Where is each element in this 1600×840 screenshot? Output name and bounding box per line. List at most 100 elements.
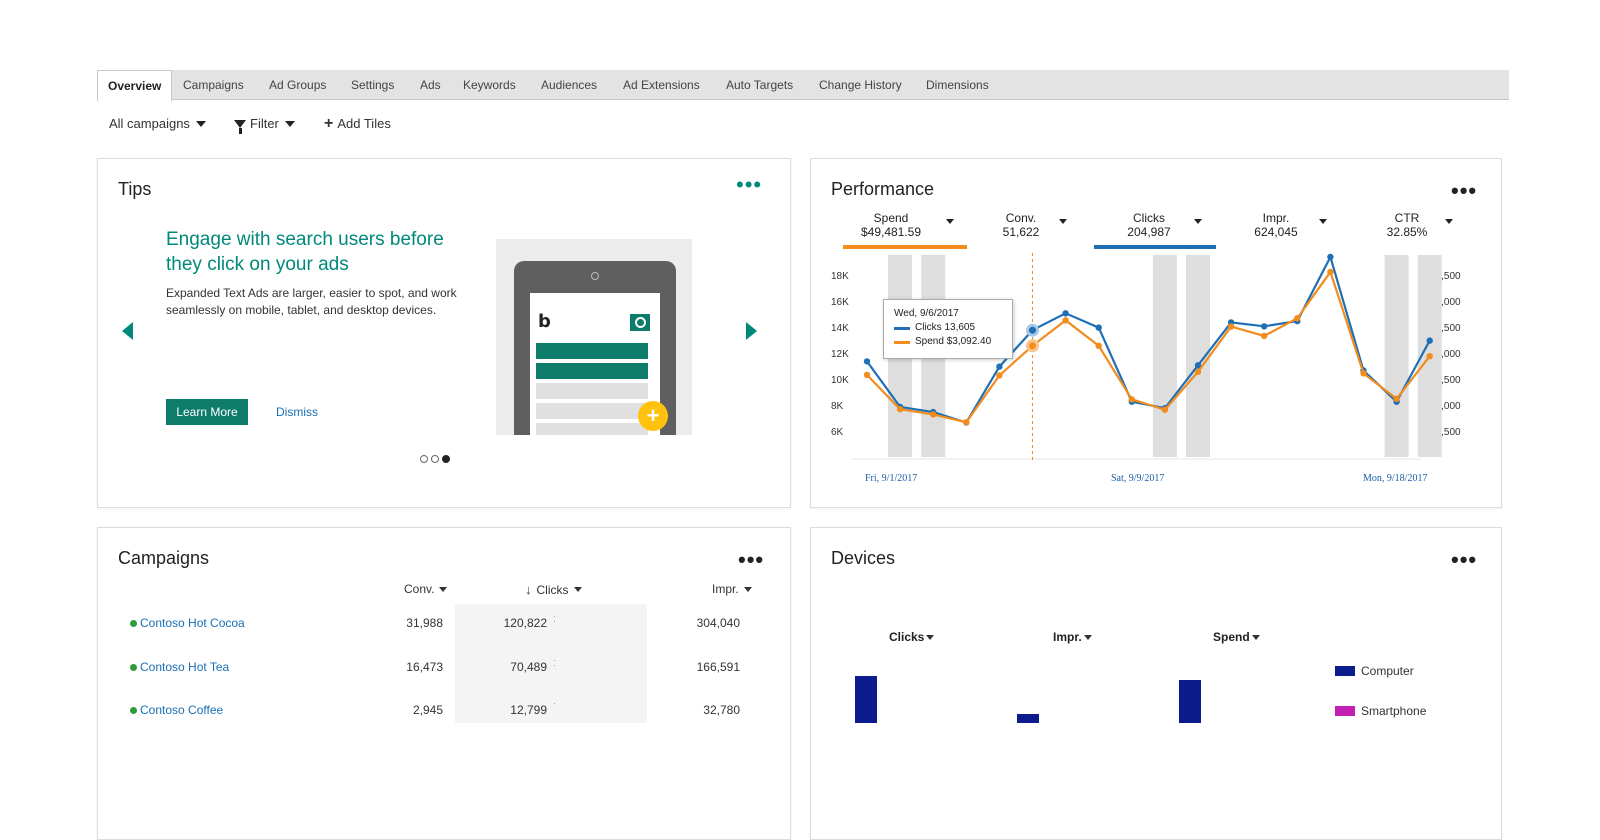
column-header-clicks[interactable]: ↓ Clicks — [525, 582, 582, 597]
tab-auto-targets[interactable]: Auto Targets — [726, 78, 794, 92]
data-point-spend[interactable] — [896, 406, 904, 413]
data-point-clicks[interactable] — [1261, 323, 1268, 330]
data-point-spend[interactable] — [863, 371, 871, 379]
y-tick-left: 16K — [831, 297, 849, 308]
metric-ctr[interactable]: CTR 32.85% — [1377, 211, 1453, 239]
data-point-clicks[interactable] — [1194, 362, 1202, 369]
add-tiles-button[interactable]: + Add Tiles — [324, 116, 391, 132]
chevron-down-icon — [1445, 219, 1453, 224]
data-point-clicks[interactable] — [863, 358, 871, 365]
chevron-down-icon — [284, 120, 295, 127]
campaigns-more-menu[interactable]: ••• — [738, 547, 765, 572]
devices-metric-spend[interactable]: Spend — [1213, 630, 1260, 644]
y-tick-right: $3,000 — [1430, 349, 1461, 360]
x-tick: Fri, 9/1/2017 — [865, 473, 918, 484]
tip-pager — [420, 455, 450, 463]
previous-tip-arrow-icon[interactable] — [122, 322, 133, 340]
data-point-spend[interactable] — [1261, 332, 1268, 340]
data-point-spend[interactable] — [1062, 317, 1069, 324]
data-point-spend[interactable] — [996, 372, 1003, 379]
tooltip-spend: Spend $3,092.40 — [915, 336, 992, 347]
data-point-clicks[interactable] — [1062, 310, 1069, 317]
table-row[interactable]: Contoso Hot Cocoa — [130, 616, 245, 630]
metric-spend[interactable]: Spend $49,481.59 — [851, 211, 954, 239]
conv-cell: 31,988 — [406, 616, 443, 630]
pager-dot[interactable] — [431, 455, 439, 463]
data-point-spend[interactable] — [1194, 368, 1202, 375]
data-point-clicks[interactable] — [996, 363, 1003, 370]
y-tick-left: 6K — [831, 427, 844, 438]
data-point-spend[interactable] — [1294, 315, 1301, 322]
campaign-name-link[interactable]: Contoso Hot Cocoa — [140, 616, 245, 630]
tab-keywords[interactable]: Keywords — [463, 78, 516, 92]
devices-metric-clicks[interactable]: Clicks — [889, 630, 935, 644]
series-line-spend — [866, 269, 1431, 424]
devices-more-menu[interactable]: ••• — [1451, 547, 1478, 572]
tab-dimensions[interactable]: Dimensions — [926, 78, 989, 92]
data-point-spend[interactable] — [1026, 339, 1039, 353]
tab-ad-extensions[interactable]: Ad Extensions — [623, 78, 700, 92]
data-point-spend[interactable] — [1426, 353, 1433, 360]
data-point-spend[interactable] — [1360, 370, 1367, 377]
data-point-spend[interactable] — [1227, 323, 1235, 330]
tab-ads[interactable]: Ads — [420, 78, 441, 92]
data-point-spend[interactable] — [1393, 395, 1400, 403]
data-point-spend[interactable] — [1095, 342, 1102, 349]
campaign-name-link[interactable]: Contoso Coffee — [140, 703, 224, 717]
data-point-clicks[interactable] — [1327, 253, 1334, 261]
data-point-spend[interactable] — [1128, 396, 1135, 403]
filter-button[interactable]: Filter — [234, 116, 295, 134]
tab-audiences[interactable]: Audiences — [541, 78, 598, 92]
smartphone-swatch — [1335, 706, 1355, 716]
data-point-spend[interactable] — [963, 419, 970, 426]
campaign-scope-dropdown[interactable]: All campaigns — [109, 116, 206, 131]
legend-label: Smartphone — [1361, 704, 1427, 718]
metric-impr[interactable]: Impr. 624,045 — [1241, 211, 1327, 239]
data-point-spend[interactable] — [930, 411, 937, 418]
devices-title: Devices — [831, 548, 896, 568]
pager-dot-active[interactable] — [442, 455, 450, 463]
tooltip-date: Wed, 9/6/2017 — [894, 308, 959, 319]
chevron-down-icon — [1319, 219, 1327, 224]
next-tip-arrow-icon[interactable] — [746, 322, 757, 340]
tab-change-history[interactable]: Change History — [819, 78, 902, 92]
data-point-spend[interactable] — [1161, 406, 1169, 413]
devices-metric-impr[interactable]: Impr. — [1053, 630, 1092, 644]
campaign-name-link[interactable]: Contoso Hot Tea — [140, 660, 230, 674]
metric-name: Conv. — [1005, 211, 1037, 225]
tab-settings[interactable]: Settings — [351, 78, 395, 92]
tab-ad-groups[interactable]: Ad Groups — [269, 78, 327, 92]
metric-conv[interactable]: Conv. 51,622 — [991, 211, 1067, 239]
performance-more-menu[interactable]: ••• — [1451, 178, 1478, 203]
column-header-label: Impr. — [712, 582, 739, 596]
tab-overview[interactable]: Overview — [97, 70, 173, 101]
table-row[interactable]: Contoso Coffee — [130, 703, 223, 717]
data-point-clicks[interactable] — [1026, 323, 1039, 337]
metric-clicks[interactable]: Clicks 204,987 — [1114, 211, 1202, 239]
tips-more-menu[interactable]: ••• — [736, 172, 763, 197]
x-tick: Mon, 9/18/2017 — [1363, 473, 1428, 484]
y-tick-right: $4,500 — [1430, 271, 1461, 282]
devices-card: Devices ••• Clicks Impr. Spend Computer … — [810, 527, 1502, 840]
table-row[interactable]: Contoso Hot Tea — [130, 660, 229, 674]
y-tick-left: 12K — [831, 349, 849, 360]
performance-title: Performance — [831, 179, 935, 199]
clicks-cell: 12,799 — [510, 703, 547, 717]
metric-value: 51,622 — [1002, 225, 1040, 239]
status-dot-icon — [130, 663, 137, 671]
data-point-spend[interactable] — [1327, 268, 1334, 276]
column-header-label: Conv. — [404, 582, 435, 596]
dismiss-link[interactable]: Dismiss — [276, 405, 318, 419]
pager-dot[interactable] — [420, 455, 428, 463]
data-point-clicks[interactable] — [1095, 324, 1102, 331]
devices-metric-label: Impr. — [1053, 630, 1082, 644]
learn-more-button[interactable]: Learn More — [166, 399, 248, 425]
chevron-down-icon — [439, 586, 448, 592]
weekend-band — [1152, 255, 1177, 457]
column-header-impr[interactable]: Impr. — [712, 582, 752, 596]
tab-campaigns[interactable]: Campaigns — [183, 78, 244, 92]
y-tick-left: 8K — [831, 401, 844, 412]
column-header-conv[interactable]: Conv. — [404, 582, 448, 596]
metric-name: Spend — [873, 211, 909, 225]
data-point-clicks[interactable] — [1426, 337, 1433, 344]
